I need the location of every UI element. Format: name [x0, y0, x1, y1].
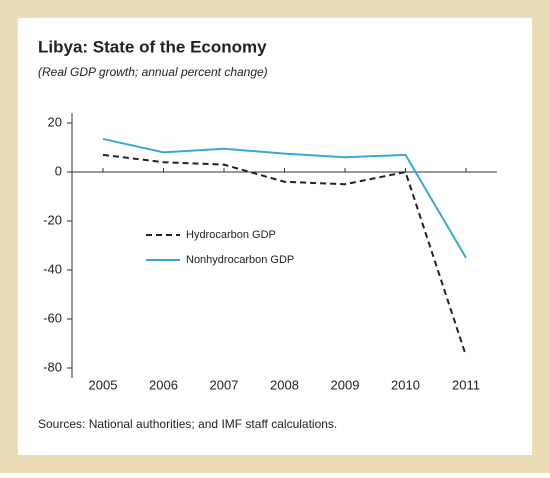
- y-tick-label: -20: [43, 212, 62, 227]
- x-tick-label: 2007: [210, 377, 239, 392]
- x-tick-label: 2005: [89, 377, 118, 392]
- legend-label: Nonhydrocarbon GDP: [186, 254, 294, 266]
- chart-title: Libya: State of the Economy: [38, 37, 267, 56]
- series-line: [102, 137, 467, 259]
- source-note: Sources: National authorities; and IMF s…: [38, 417, 337, 431]
- x-tick-label: 2008: [270, 377, 299, 392]
- series-line: [102, 153, 467, 357]
- panel: [18, 18, 532, 455]
- x-tick-label: 2010: [391, 377, 420, 392]
- legend-label: Hydrocarbon GDP: [186, 229, 276, 241]
- x-tick-label: 2009: [331, 377, 360, 392]
- x-tick-label: 2006: [149, 377, 178, 392]
- chart-subtitle: (Real GDP growth; annual percent change): [38, 65, 268, 79]
- y-tick-label: -80: [43, 359, 62, 374]
- y-tick-label: 20: [48, 114, 62, 129]
- y-tick-label: -60: [43, 310, 62, 325]
- x-tick-label: 2011: [452, 377, 480, 392]
- y-tick-label: -40: [43, 261, 62, 276]
- y-tick-label: 0: [55, 163, 62, 178]
